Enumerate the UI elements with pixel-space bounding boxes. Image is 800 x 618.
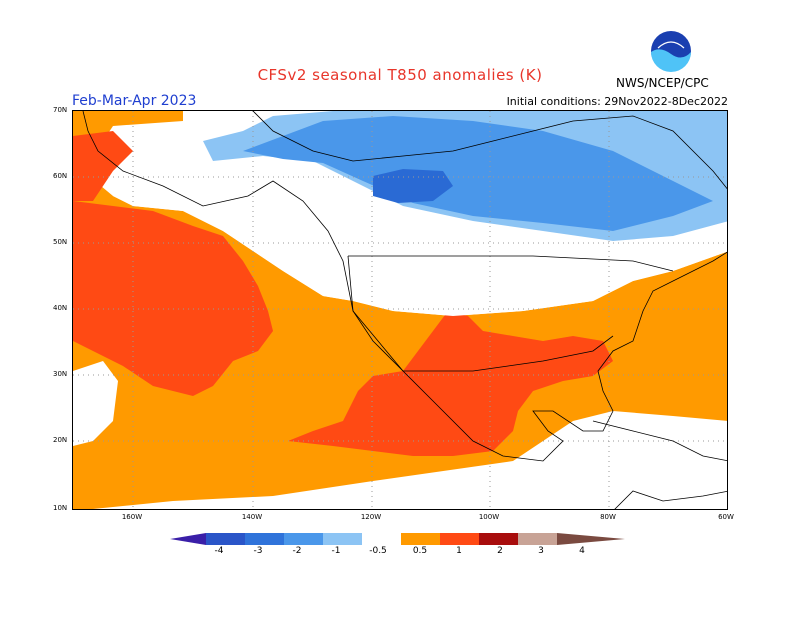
colorbar-segment <box>401 533 440 545</box>
cold-region <box>243 116 713 231</box>
lon-label: 140W <box>241 513 263 521</box>
neutral-band <box>113 129 727 316</box>
neutral-pocket <box>73 361 118 446</box>
colorbar-segment <box>245 533 284 545</box>
map-title: CFSv2 seasonal T850 anomalies (K) <box>257 66 543 84</box>
colorbar-tick: -3 <box>253 546 263 556</box>
coastlines <box>82 111 727 509</box>
graticule <box>73 111 727 509</box>
lat-label: 40N <box>53 304 68 312</box>
colorbar-tick: -2 <box>292 546 302 556</box>
colorbar-segment <box>518 533 557 545</box>
colorbar-tick: -1 <box>331 546 341 556</box>
colorbar-tick: 4 <box>579 546 585 556</box>
colorbar-segment <box>440 533 479 545</box>
strong-warm-us-mexico <box>288 311 613 456</box>
colorbar-segment <box>362 533 401 545</box>
agency-label: NWS/NCEP/CPC <box>616 76 709 90</box>
colorbar-segment <box>323 533 362 545</box>
colorbar-tick: 0.5 <box>412 546 428 556</box>
lon-label: 160W <box>121 513 143 521</box>
noaa-logo-icon <box>651 31 691 72</box>
lat-label: 70N <box>53 106 68 114</box>
colorbar-tick: -0.5 <box>369 546 387 556</box>
season-label: Feb-Mar-Apr 2023 <box>72 93 197 109</box>
anomaly-map <box>72 110 728 510</box>
colorbar-tick: 1 <box>456 546 462 556</box>
colorbar-tick: 2 <box>497 546 503 556</box>
lon-label: 100W <box>478 513 500 521</box>
lon-label: 120W <box>360 513 382 521</box>
lat-label: 50N <box>53 238 68 246</box>
colorbar-tick: 3 <box>538 546 544 556</box>
colorbar-segment <box>206 533 245 545</box>
lat-label: 10N <box>53 504 68 512</box>
strong-warm-pacific-north <box>73 131 133 201</box>
lon-label: 60W <box>718 513 734 521</box>
lon-label: 80W <box>600 513 616 521</box>
colorbar-segment <box>557 533 625 545</box>
colorbar-tick: -4 <box>214 546 224 556</box>
anomaly-map-svg <box>73 111 727 509</box>
lat-label: 20N <box>53 436 68 444</box>
lat-label: 30N <box>53 370 68 378</box>
lat-label: 60N <box>53 172 68 180</box>
colorbar-segment <box>479 533 518 545</box>
initial-conditions-label: Initial conditions: 29Nov2022-8Dec2022 <box>506 95 728 108</box>
colorbar <box>170 533 625 545</box>
colorbar-segment <box>284 533 323 545</box>
warm-region <box>73 111 727 509</box>
colorbar-segment <box>170 533 206 545</box>
strong-warm-pacific <box>73 201 273 396</box>
